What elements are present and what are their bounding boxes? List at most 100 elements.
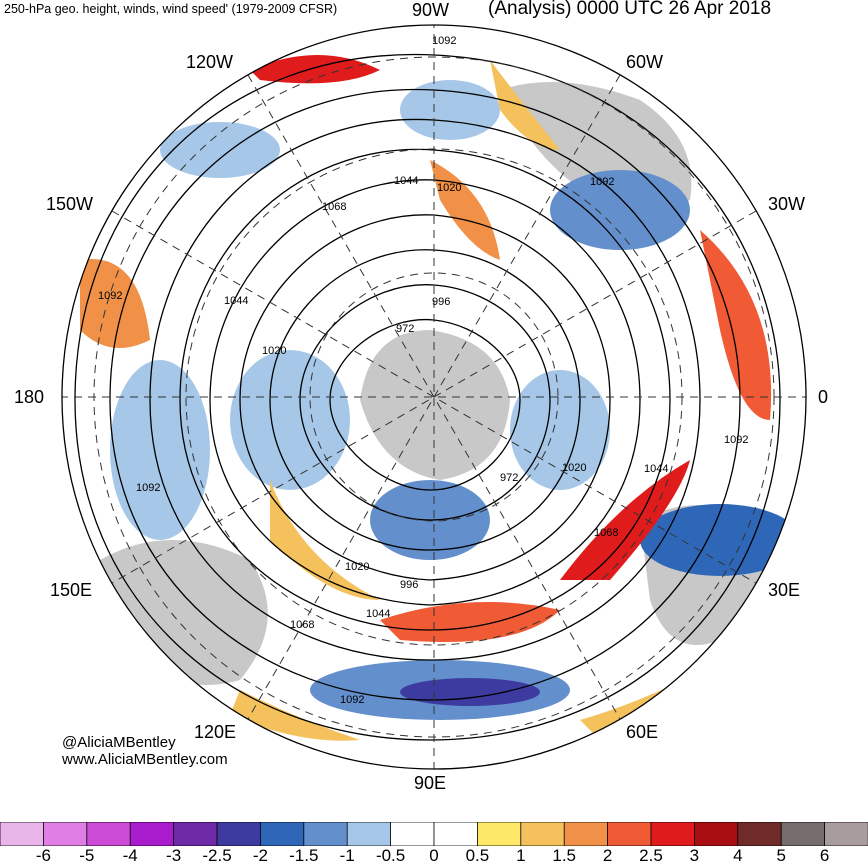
colorbar-tick-label: 3 (689, 846, 700, 865)
contour-label: 1044 (366, 608, 390, 620)
colorbar-swatch (650, 822, 695, 846)
anomaly-positive (250, 55, 380, 84)
map-title: 250-hPa geo. height, winds, wind speed' … (4, 2, 338, 16)
colorbar-swatch (780, 822, 826, 846)
contour-label: 1020 (262, 345, 286, 357)
colorbar-tick-label: 2 (602, 846, 613, 865)
longitude-label-150e: 150E (50, 580, 93, 600)
anomaly-positive (80, 259, 150, 348)
colorbar-tick-label: 0.5 (465, 846, 490, 865)
contour-label: 1044 (394, 175, 418, 187)
colorbar-tick-label: -2.5 (202, 846, 232, 865)
map-border (61, 24, 807, 770)
contour-label: 1020 (562, 462, 586, 474)
colorbar-swatch (216, 822, 261, 846)
polar-stereographic-map: 1092 1044 1020 1068 1092 1092 1044 1020 … (61, 24, 807, 770)
colorbar-tick-label: 4 (733, 846, 743, 865)
graticule (62, 25, 806, 769)
colorbar-tick-label: -0.5 (375, 846, 406, 865)
longitude-label-30w: 30W (768, 194, 806, 214)
contour-label: 972 (500, 472, 518, 484)
colorbar-swatch (346, 822, 392, 846)
anomaly-negative (640, 504, 800, 576)
contour-label: 1092 (136, 482, 160, 494)
colorbar-swatch (607, 822, 652, 846)
contour-label: 1044 (644, 463, 668, 475)
anomaly-positive (430, 160, 500, 260)
contour-label: 1020 (437, 182, 461, 194)
colorbar-swatch (0, 822, 44, 846)
longitude-label-180: 180 (14, 387, 45, 407)
contour-label: 1068 (322, 201, 346, 213)
colorbar-swatch (390, 822, 435, 846)
colorbar-swatch (86, 822, 131, 846)
map-valid-time: (Analysis) 0000 UTC 26 Apr 2018 (488, 0, 772, 19)
credit-handle: @AliciaMBentley (62, 734, 176, 751)
colorbar-tick-label: -2 (252, 846, 268, 865)
contour-label: 1092 (590, 176, 614, 188)
anomaly-positive (270, 480, 380, 600)
contour-label: 1092 (724, 434, 748, 446)
anomaly-positive (700, 230, 772, 420)
colorbar-tick-label: 1.5 (552, 846, 577, 865)
colorbar-swatch (303, 822, 348, 846)
colorbar-tick-label: -1.5 (289, 846, 319, 865)
colorbar-swatch (173, 822, 218, 846)
colorbar-tick-label: 0 (429, 846, 439, 865)
credit-block: @AliciaMBentley www.AliciaMBentley.com (62, 734, 228, 768)
colorbar-tick-label: 1 (516, 846, 526, 865)
contour-label-layer: 1092 1044 1020 1068 1092 1092 1044 1020 … (98, 35, 748, 706)
height-contours (74, 53, 781, 741)
colorbar-swatch (520, 822, 565, 846)
longitude-label-120w: 120W (186, 52, 234, 72)
anomaly-negative (550, 170, 690, 250)
colorbar-tick-label: -6 (35, 846, 51, 865)
colorbar-tick-label: 6 (819, 846, 830, 865)
longitude-label-30e: 30E (768, 580, 801, 600)
colorbar-swatch (824, 822, 868, 846)
contour-label: 1020 (345, 561, 369, 573)
contour-label: 1092 (432, 35, 456, 47)
colorbar-swatch (563, 822, 609, 846)
longitude-label-90e: 90E (414, 773, 447, 793)
contour-label: 1068 (594, 527, 618, 539)
longitude-label-60e: 60E (626, 722, 659, 742)
anomaly-positive (560, 460, 690, 580)
longitude-label-90w: 90W (412, 0, 450, 20)
colorbar-tick-label: -1 (339, 846, 355, 865)
anomaly-negative (510, 370, 610, 490)
shaded-anomaly-layer (62, 25, 806, 769)
colorbar-tick-label: 2.5 (639, 846, 663, 865)
contour-label: 996 (432, 296, 450, 308)
antarctica-land (360, 330, 510, 480)
longitude-label-150w: 150W (46, 194, 94, 214)
contour-label: 1044 (224, 295, 248, 307)
colorbar-tick-label: 5 (776, 846, 786, 865)
anomaly-positive (380, 602, 560, 642)
colorbar-swatch (433, 822, 478, 846)
colorbar-swatch (476, 822, 522, 846)
colorbar-tick-label: -4 (122, 846, 138, 865)
colorbar-swatch (259, 822, 305, 846)
contour-label: 1092 (340, 694, 364, 706)
credit-website: www.AliciaMBentley.com (62, 751, 228, 768)
colorbar-swatch (129, 822, 175, 846)
colorbar (0, 822, 868, 846)
longitude-label-60w: 60W (626, 52, 664, 72)
anomaly-negative (110, 360, 210, 540)
australia-land (100, 540, 268, 685)
contour-label: 1092 (98, 290, 122, 302)
contour-label: 1068 (290, 619, 314, 631)
contour-label: 996 (400, 579, 418, 591)
longitude-label-0: 0 (818, 387, 829, 407)
colorbar-swatch (694, 822, 739, 846)
anomaly-negative (230, 350, 350, 490)
longitude-label-120e: 120E (194, 722, 237, 742)
colorbar-tick-label: -5 (79, 846, 95, 865)
colorbar-tick-label: -3 (166, 846, 182, 865)
anomaly-positive (490, 60, 560, 150)
colorbar-swatch (737, 822, 782, 846)
colorbar-swatch (43, 822, 88, 846)
anomaly-negative (400, 678, 540, 706)
contour-label: 972 (396, 323, 414, 335)
